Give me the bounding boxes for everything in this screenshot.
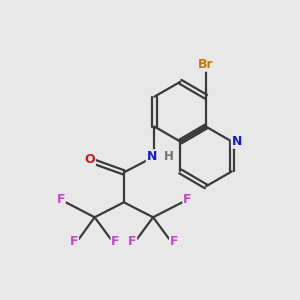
Text: F: F <box>170 235 178 248</box>
Text: F: F <box>128 235 136 248</box>
Text: F: F <box>70 235 78 248</box>
Text: N: N <box>147 150 157 163</box>
Text: Br: Br <box>198 58 214 71</box>
Text: N: N <box>232 135 242 148</box>
Text: F: F <box>56 193 65 206</box>
Text: O: O <box>85 153 95 166</box>
Text: H: H <box>164 150 173 163</box>
Text: F: F <box>111 235 120 248</box>
Text: F: F <box>183 193 191 206</box>
